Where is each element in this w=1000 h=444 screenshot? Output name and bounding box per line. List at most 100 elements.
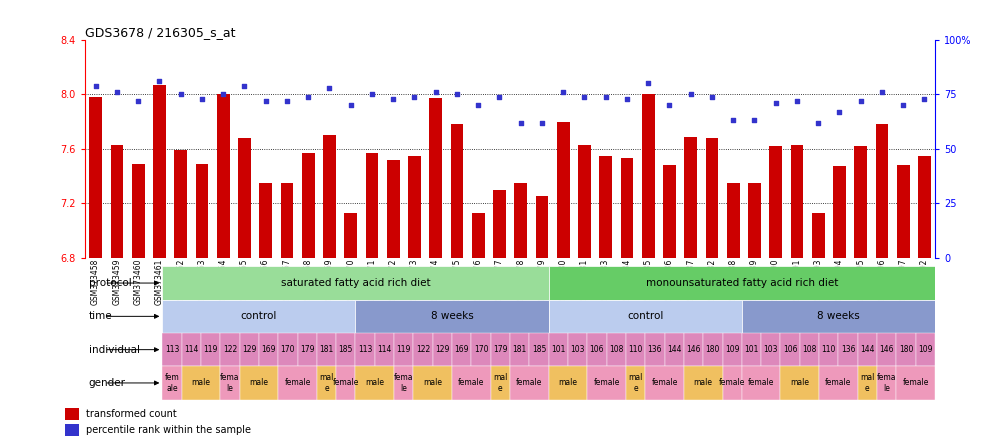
Text: percentile rank within the sample: percentile rank within the sample <box>86 425 251 435</box>
Bar <box>220 333 240 366</box>
Bar <box>317 366 336 400</box>
Text: male: male <box>365 378 384 388</box>
Text: 106: 106 <box>783 345 797 354</box>
Bar <box>897 165 910 258</box>
Point <box>619 95 635 102</box>
Point <box>449 91 465 98</box>
Bar <box>394 366 413 400</box>
Text: protocol: protocol <box>89 278 132 288</box>
Bar <box>153 85 166 258</box>
Text: female: female <box>284 378 311 388</box>
Text: 146: 146 <box>879 345 894 354</box>
Point <box>640 80 656 87</box>
Point <box>810 119 826 126</box>
Text: 114: 114 <box>184 345 198 354</box>
Text: 181: 181 <box>319 345 334 354</box>
Text: female: female <box>748 378 774 388</box>
Text: 101: 101 <box>744 345 759 354</box>
Bar <box>645 366 684 400</box>
Bar <box>355 366 394 400</box>
Bar <box>259 183 272 258</box>
Bar <box>65 424 79 436</box>
Point <box>194 95 210 102</box>
Bar <box>587 333 607 366</box>
Bar <box>162 333 182 366</box>
Text: transformed count: transformed count <box>86 409 177 419</box>
Bar <box>240 333 259 366</box>
Point <box>491 93 507 100</box>
Point <box>173 91 189 98</box>
Bar <box>663 165 676 258</box>
Text: individual: individual <box>89 345 140 355</box>
Text: 180: 180 <box>899 345 913 354</box>
Point <box>406 93 422 100</box>
Text: 185: 185 <box>532 345 546 354</box>
Bar <box>684 366 723 400</box>
Bar <box>89 97 102 258</box>
Bar <box>201 333 220 366</box>
Bar <box>394 333 413 366</box>
Text: 119: 119 <box>397 345 411 354</box>
Bar <box>65 408 79 420</box>
Bar <box>549 366 587 400</box>
Text: 185: 185 <box>339 345 353 354</box>
Point <box>385 95 401 102</box>
Text: 108: 108 <box>609 345 623 354</box>
Text: 122: 122 <box>416 345 430 354</box>
Bar <box>722 333 742 366</box>
Bar <box>918 155 931 258</box>
Bar <box>665 333 684 366</box>
Bar <box>684 333 703 366</box>
Text: mal
e: mal e <box>860 373 875 392</box>
Bar <box>858 366 877 400</box>
Text: 109: 109 <box>918 345 933 354</box>
Bar <box>452 333 471 366</box>
Bar <box>549 300 742 333</box>
Text: control: control <box>241 311 277 321</box>
Point <box>321 84 337 91</box>
Point <box>279 97 295 104</box>
Bar <box>302 153 314 258</box>
Bar <box>761 333 780 366</box>
Text: 8 weeks: 8 weeks <box>431 311 473 321</box>
Point <box>215 91 231 98</box>
Text: gender: gender <box>89 378 126 388</box>
Bar <box>529 333 549 366</box>
Bar <box>196 164 208 258</box>
Point <box>534 119 550 126</box>
Text: 146: 146 <box>686 345 701 354</box>
Bar <box>916 333 935 366</box>
Bar <box>452 366 491 400</box>
Bar <box>536 196 548 258</box>
Bar <box>626 366 645 400</box>
Bar <box>568 333 587 366</box>
Bar <box>298 333 317 366</box>
Text: 144: 144 <box>860 345 875 354</box>
Text: time: time <box>89 311 112 321</box>
Bar <box>854 146 867 258</box>
Bar <box>317 333 336 366</box>
Bar <box>240 366 278 400</box>
Bar <box>706 138 718 258</box>
Bar <box>450 124 463 258</box>
Text: female: female <box>719 378 745 388</box>
Text: 136: 136 <box>648 345 662 354</box>
Bar <box>182 333 201 366</box>
Text: 170: 170 <box>474 345 488 354</box>
Bar <box>510 366 549 400</box>
Bar <box>491 333 510 366</box>
Bar <box>742 300 935 333</box>
Bar <box>896 333 916 366</box>
Bar <box>387 160 400 258</box>
Point <box>874 89 890 96</box>
Point <box>704 93 720 100</box>
Text: 108: 108 <box>802 345 817 354</box>
Bar <box>259 333 278 366</box>
Text: female: female <box>825 378 852 388</box>
Text: 144: 144 <box>667 345 681 354</box>
Point <box>555 89 571 96</box>
Bar <box>557 122 570 258</box>
Text: GDS3678 / 216305_s_at: GDS3678 / 216305_s_at <box>85 26 236 39</box>
Bar <box>238 138 251 258</box>
Text: male: male <box>694 378 713 388</box>
